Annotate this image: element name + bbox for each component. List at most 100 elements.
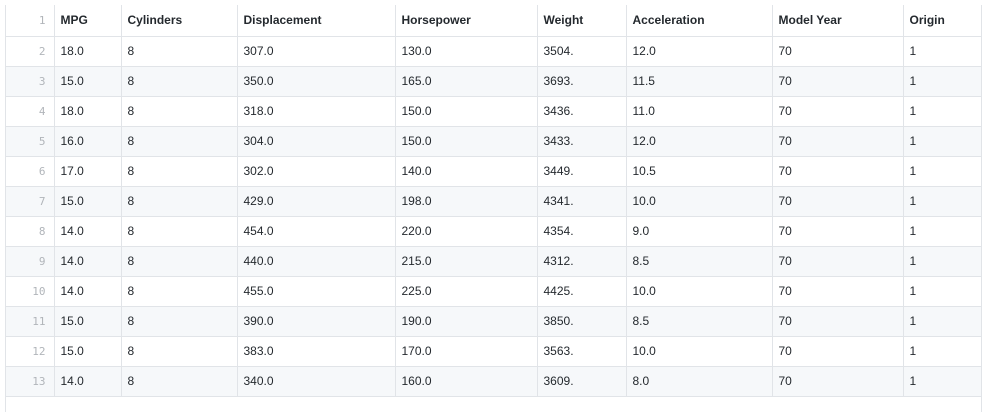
table-row: 9 14.0 8 440.0 215.0 4312. 8.5 70 1	[6, 245, 981, 277]
cell-mpg: 15.0	[53, 185, 121, 217]
cell-cylinders: 8	[120, 35, 237, 67]
table-row: 12 15.0 8 383.0 170.0 3563. 10.0 70 1	[6, 335, 981, 367]
cell-acceleration: 8.5	[625, 245, 772, 277]
cell-acceleration: 10.0	[625, 335, 772, 367]
line-number[interactable]: 4	[6, 95, 54, 127]
table-row: 2 18.0 8 307.0 130.0 3504. 12.0 70 1	[6, 35, 981, 67]
header-displacement: Displacement	[236, 5, 395, 37]
table-row: 11 15.0 8 390.0 190.0 3850. 8.5 70 1	[6, 305, 981, 337]
header-mpg: MPG	[53, 5, 121, 37]
cell-weight: 4312.	[536, 245, 626, 277]
cell-displacement: 340.0	[236, 365, 395, 397]
cell-mpg: 15.0	[53, 305, 121, 337]
line-number[interactable]: 2	[6, 35, 54, 67]
cell-displacement: 440.0	[236, 245, 395, 277]
cell-weight: 4425.	[536, 275, 626, 307]
cell-acceleration: 10.0	[625, 185, 772, 217]
header-acceleration: Acceleration	[625, 5, 772, 37]
cell-displacement: 304.0	[236, 125, 395, 157]
cell-model-year: 70	[771, 95, 903, 127]
cell-weight: 4354.	[536, 215, 626, 247]
cell-origin: 1	[902, 65, 981, 97]
cell-mpg: 18.0	[53, 35, 121, 67]
csv-viewer: 1 MPG Cylinders Displacement Horsepower …	[5, 5, 982, 412]
line-number[interactable]: 5	[6, 125, 54, 157]
table-row: 10 14.0 8 455.0 225.0 4425. 10.0 70 1	[6, 275, 981, 307]
header-cylinders: Cylinders	[120, 5, 237, 37]
cell-mpg: 14.0	[53, 365, 121, 397]
cell-weight: 3693.	[536, 65, 626, 97]
cell-acceleration: 12.0	[625, 35, 772, 67]
csv-table: 1 MPG Cylinders Displacement Horsepower …	[6, 5, 981, 397]
line-number[interactable]: 11	[6, 305, 54, 337]
line-number[interactable]: 7	[6, 185, 54, 217]
cell-mpg: 16.0	[53, 125, 121, 157]
cell-mpg: 15.0	[53, 335, 121, 367]
cell-horsepower: 130.0	[394, 35, 537, 67]
cell-displacement: 454.0	[236, 215, 395, 247]
cell-cylinders: 8	[120, 95, 237, 127]
table-header-row: 1 MPG Cylinders Displacement Horsepower …	[6, 5, 981, 37]
cell-model-year: 70	[771, 125, 903, 157]
cell-origin: 1	[902, 245, 981, 277]
cell-mpg: 14.0	[53, 275, 121, 307]
cell-horsepower: 170.0	[394, 335, 537, 367]
cell-cylinders: 8	[120, 335, 237, 367]
cell-horsepower: 198.0	[394, 185, 537, 217]
line-number[interactable]: 8	[6, 215, 54, 247]
line-number[interactable]: 9	[6, 245, 54, 277]
cell-displacement: 455.0	[236, 275, 395, 307]
cell-origin: 1	[902, 275, 981, 307]
line-number[interactable]: 13	[6, 365, 54, 397]
cell-displacement: 429.0	[236, 185, 395, 217]
cell-origin: 1	[902, 95, 981, 127]
header-horsepower: Horsepower	[394, 5, 537, 37]
line-number[interactable]: 3	[6, 65, 54, 97]
header-model-year: Model Year	[771, 5, 903, 37]
cell-weight: 3563.	[536, 335, 626, 367]
header-origin: Origin	[902, 5, 981, 37]
cell-horsepower: 220.0	[394, 215, 537, 247]
cell-model-year: 70	[771, 365, 903, 397]
cell-cylinders: 8	[120, 305, 237, 337]
cell-model-year: 70	[771, 155, 903, 187]
line-number[interactable]: 1	[6, 5, 54, 37]
cell-horsepower: 150.0	[394, 95, 537, 127]
cell-displacement: 383.0	[236, 335, 395, 367]
table-row: 6 17.0 8 302.0 140.0 3449. 10.5 70 1	[6, 155, 981, 187]
line-number[interactable]: 12	[6, 335, 54, 367]
table-body: 1 MPG Cylinders Displacement Horsepower …	[6, 5, 981, 397]
cell-model-year: 70	[771, 35, 903, 67]
cell-acceleration: 10.0	[625, 275, 772, 307]
cell-weight: 3436.	[536, 95, 626, 127]
line-number[interactable]: 6	[6, 155, 54, 187]
line-number[interactable]: 10	[6, 275, 54, 307]
cell-origin: 1	[902, 125, 981, 157]
cell-weight: 3433.	[536, 125, 626, 157]
table-row: 4 18.0 8 318.0 150.0 3436. 11.0 70 1	[6, 95, 981, 127]
cell-weight: 3609.	[536, 365, 626, 397]
cell-cylinders: 8	[120, 155, 237, 187]
cell-origin: 1	[902, 35, 981, 67]
cell-displacement: 307.0	[236, 35, 395, 67]
cell-weight: 3850.	[536, 305, 626, 337]
cell-weight: 3504.	[536, 35, 626, 67]
cell-horsepower: 150.0	[394, 125, 537, 157]
cell-acceleration: 8.0	[625, 365, 772, 397]
cell-displacement: 318.0	[236, 95, 395, 127]
table-row: 7 15.0 8 429.0 198.0 4341. 10.0 70 1	[6, 185, 981, 217]
cell-displacement: 302.0	[236, 155, 395, 187]
cell-origin: 1	[902, 335, 981, 367]
table-row: 13 14.0 8 340.0 160.0 3609. 8.0 70 1	[6, 365, 981, 397]
cell-cylinders: 8	[120, 215, 237, 247]
cell-acceleration: 11.5	[625, 65, 772, 97]
cell-horsepower: 215.0	[394, 245, 537, 277]
cell-cylinders: 8	[120, 185, 237, 217]
cell-displacement: 350.0	[236, 65, 395, 97]
table-row: 3 15.0 8 350.0 165.0 3693. 11.5 70 1	[6, 65, 981, 97]
header-weight: Weight	[536, 5, 626, 37]
cell-model-year: 70	[771, 305, 903, 337]
cell-model-year: 70	[771, 185, 903, 217]
cell-mpg: 17.0	[53, 155, 121, 187]
cell-cylinders: 8	[120, 65, 237, 97]
